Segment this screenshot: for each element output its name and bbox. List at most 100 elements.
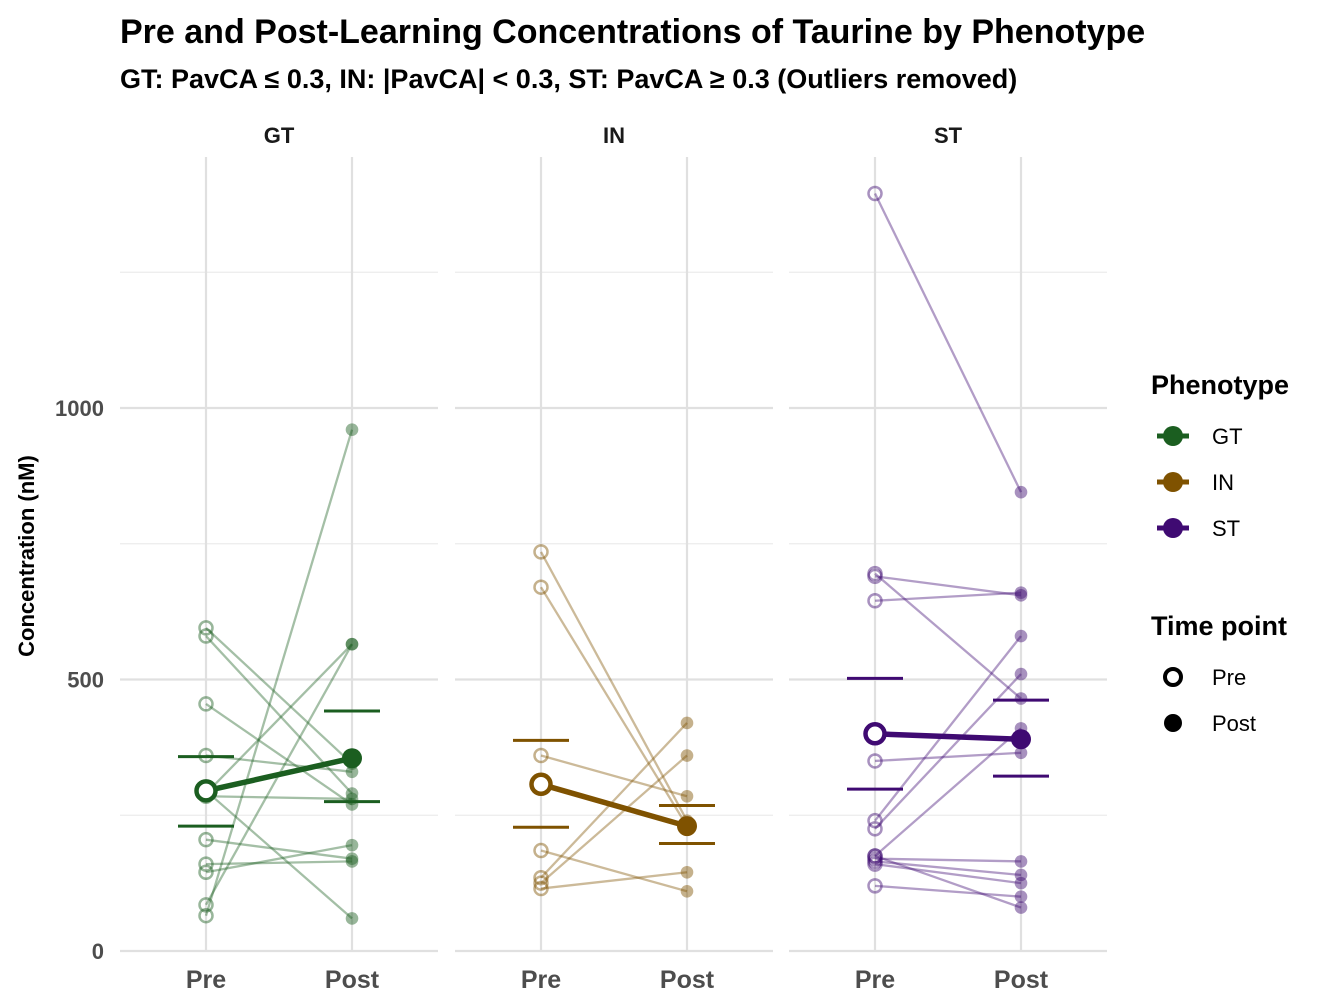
- legend-point-swatch: [1163, 518, 1183, 538]
- mean-pre-point: [863, 722, 887, 746]
- chart-title: Pre and Post-Learning Concentrations of …: [120, 13, 1145, 51]
- x-tick-label: Pre: [521, 966, 561, 994]
- subject-line: [205, 838, 353, 860]
- legend-phenotype-items: GT IN ST: [1157, 424, 1243, 541]
- subject-line: [205, 789, 353, 920]
- subject-line: [874, 862, 1022, 885]
- post-point: [1014, 868, 1028, 882]
- subject-line: [874, 575, 1022, 597]
- legend-timepoint-title: Time point: [1151, 611, 1287, 641]
- subject-line: [874, 591, 1022, 602]
- subject-line: [874, 727, 1022, 857]
- legend-item-st: ST: [1157, 516, 1240, 541]
- mean-post-point: [1011, 729, 1031, 750]
- pre-point: [533, 880, 549, 897]
- subject-line: [205, 843, 353, 874]
- pre-point: [867, 812, 883, 829]
- post-point: [345, 852, 359, 865]
- post-point: [345, 765, 359, 779]
- pre-point: [867, 856, 883, 872]
- pre-point: [867, 878, 883, 894]
- facet-panel-st: ST Pre Post: [789, 123, 1107, 994]
- subject-line: [540, 871, 688, 890]
- pre-point: [867, 593, 883, 609]
- pre-point: [867, 850, 883, 867]
- legend-timepoint-items: Pre Post: [1163, 665, 1256, 736]
- post-point: [1014, 485, 1028, 499]
- post-point: [345, 637, 359, 651]
- pre-point: [198, 620, 214, 636]
- legend-phenotype-title: Phenotype: [1151, 370, 1289, 400]
- y-tick-label: 0: [92, 939, 104, 964]
- post-point: [1014, 586, 1028, 599]
- legend-point-swatch: [1163, 426, 1183, 446]
- mean-post-point: [342, 748, 362, 769]
- x-tick-label: Post: [994, 966, 1049, 994]
- pre-point: [867, 753, 883, 769]
- pre-point: [867, 853, 883, 870]
- subject-line: [205, 702, 353, 806]
- subject-line: [874, 572, 1022, 700]
- post-point: [345, 423, 359, 437]
- subject-line: [540, 754, 688, 798]
- y-axis-ticks: 0 500 1000: [55, 396, 104, 964]
- post-point: [680, 884, 694, 898]
- pre-point: [198, 696, 214, 712]
- subject-line: [874, 884, 1022, 898]
- subject-line: [205, 627, 353, 765]
- facet-panels: GT Pre Post IN Pre Post ST Pre Post: [120, 123, 1107, 994]
- subject-line: [540, 754, 688, 884]
- legend-label: Post: [1212, 711, 1256, 736]
- subject-line: [874, 857, 1022, 863]
- pre-point: [198, 628, 214, 644]
- pre-point: [198, 907, 214, 924]
- subject-line: [874, 673, 1022, 830]
- pre-point: [867, 568, 883, 585]
- pre-point: [533, 747, 549, 764]
- legend: Phenotype GT IN ST Time point Pre Post: [1151, 370, 1289, 736]
- post-point: [680, 716, 694, 730]
- legend-label: Pre: [1212, 665, 1246, 690]
- legend-label: IN: [1212, 470, 1234, 495]
- post-point: [1014, 746, 1028, 760]
- subject-line: [874, 854, 1022, 909]
- pre-point: [533, 869, 549, 886]
- post-point: [1014, 692, 1028, 705]
- legend-item-gt: GT: [1157, 424, 1243, 449]
- y-tick-label: 500: [67, 668, 104, 693]
- pre-point: [867, 185, 883, 202]
- post-point: [680, 749, 694, 762]
- post-point: [1014, 629, 1028, 643]
- x-tick-label: Post: [660, 966, 715, 994]
- post-point: [345, 838, 359, 852]
- post-point: [1014, 667, 1028, 681]
- post-point: [345, 787, 359, 800]
- post-point: [345, 792, 359, 806]
- subject-line: [204, 429, 354, 917]
- y-axis-label: Concentration (nM): [14, 455, 39, 657]
- pre-point: [867, 848, 883, 864]
- pre-point: [198, 897, 214, 913]
- subject-line: [539, 551, 689, 822]
- pre-point: [533, 579, 549, 595]
- subject-line: [873, 193, 1023, 493]
- legend-open-circle: [1163, 667, 1183, 687]
- facet-panel-in: IN Pre Post: [455, 123, 773, 994]
- post-point: [345, 855, 359, 868]
- facet-panel-gt: GT Pre Post: [120, 123, 438, 994]
- pre-point: [867, 565, 883, 582]
- x-tick-label: Pre: [855, 966, 895, 994]
- legend-label: ST: [1212, 516, 1240, 541]
- facet-strip-label: IN: [603, 123, 625, 148]
- subject-line: [540, 586, 688, 827]
- legend-filled-circle: [1164, 714, 1182, 732]
- subject-line: [205, 754, 353, 773]
- subject-line: [540, 849, 688, 893]
- post-point: [1014, 901, 1028, 914]
- legend-item-in: IN: [1157, 470, 1234, 495]
- mean-line: [205, 755, 353, 794]
- chart-subtitle: GT: PavCA ≤ 0.3, IN: |PavCA| < 0.3, ST: …: [120, 64, 1017, 94]
- mean-post-point: [677, 816, 697, 837]
- pre-point: [198, 831, 214, 848]
